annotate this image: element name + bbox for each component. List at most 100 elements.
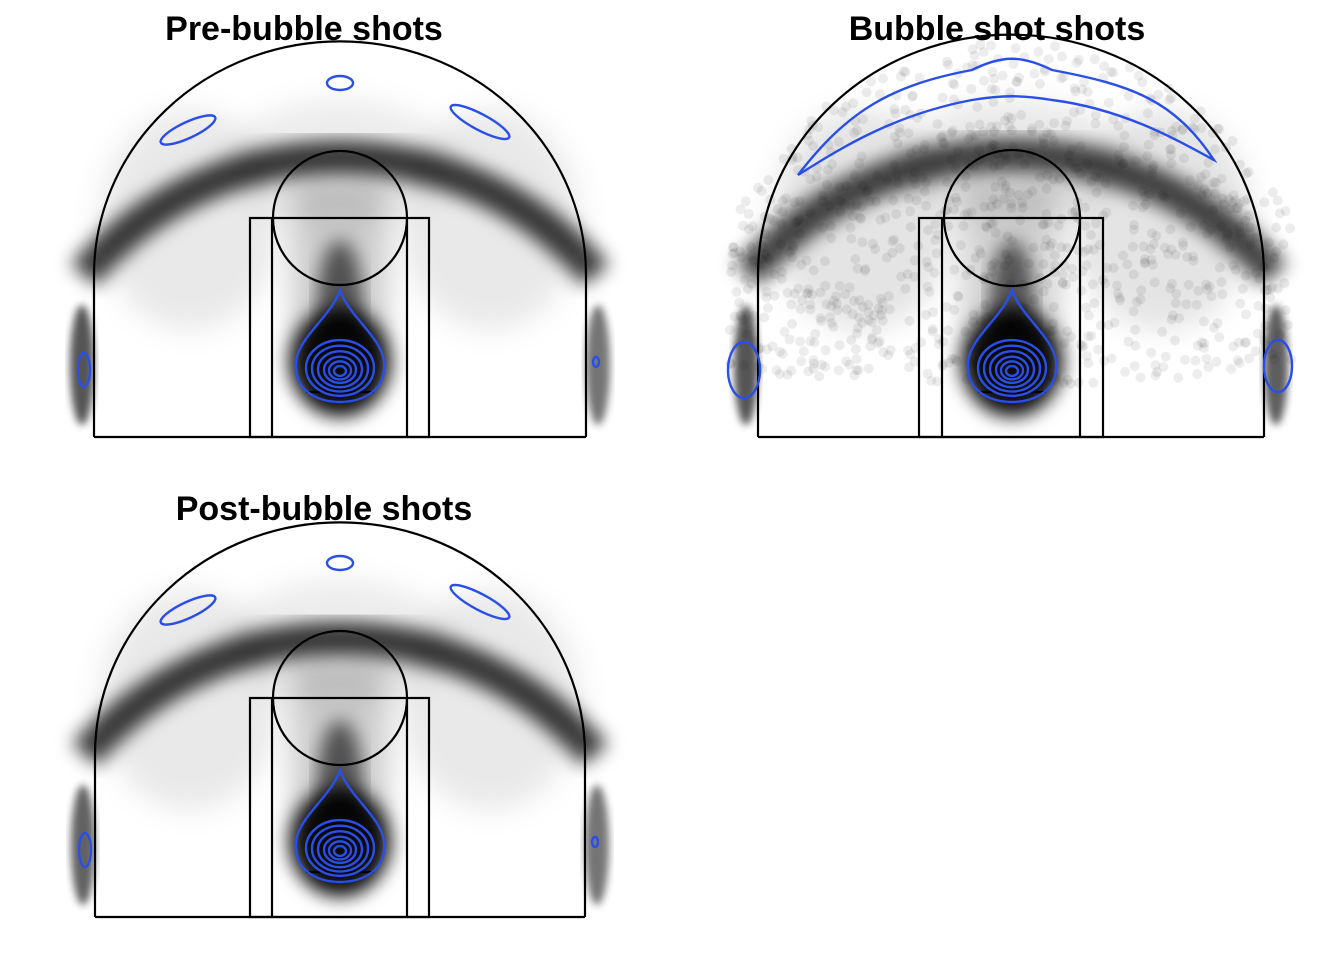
- shot-point: [1083, 331, 1094, 342]
- density-mid-range: [230, 580, 450, 700]
- shot-point: [1240, 215, 1251, 226]
- shot-point: [1073, 245, 1084, 256]
- shot-point: [1170, 335, 1180, 346]
- shot-point: [1234, 358, 1245, 368]
- shot-point: [759, 249, 770, 260]
- shot-point: [1002, 231, 1013, 242]
- shot-point: [1043, 218, 1054, 228]
- shot-point: [1064, 157, 1075, 168]
- shot-point: [809, 358, 819, 369]
- shot-point: [988, 194, 999, 205]
- shot-point: [1177, 237, 1188, 248]
- shot-point: [1224, 242, 1235, 253]
- shot-point: [877, 297, 888, 308]
- contour-rim-ring: [310, 824, 370, 873]
- shot-point: [1239, 196, 1250, 207]
- shot-point: [1211, 177, 1221, 188]
- shot-point: [907, 91, 918, 102]
- shot-point: [1057, 277, 1068, 288]
- shot-point: [1062, 326, 1073, 337]
- shot-point: [1058, 377, 1069, 388]
- shot-point: [834, 281, 845, 291]
- shot-point: [1062, 242, 1073, 253]
- shot-point: [953, 146, 964, 157]
- shot-point: [1006, 198, 1017, 209]
- shot-point: [769, 269, 780, 280]
- shot-point: [1123, 336, 1134, 347]
- shot-point: [1006, 113, 1017, 124]
- shot-point: [988, 97, 999, 107]
- shot-point: [1171, 121, 1182, 132]
- shot-point: [803, 366, 814, 377]
- shot-point: [1274, 208, 1285, 219]
- shot-point: [900, 67, 911, 78]
- shot-point: [1100, 278, 1111, 289]
- shot-point: [1043, 54, 1054, 64]
- shot-point: [1251, 267, 1261, 278]
- shot-point: [1137, 186, 1148, 197]
- shot-point: [761, 252, 772, 263]
- shot-point: [1278, 239, 1289, 250]
- density-left-corner-three: [71, 785, 95, 905]
- shot-point: [985, 218, 996, 229]
- shot-point: [923, 262, 934, 273]
- shot-point: [1089, 54, 1100, 65]
- shot-point: [1149, 277, 1160, 288]
- shot-point: [1083, 244, 1094, 255]
- shot-point: [747, 221, 758, 232]
- shot-point: [1280, 305, 1291, 316]
- shot-point: [999, 115, 1010, 126]
- shot-point: [1068, 272, 1079, 283]
- panel-title: Post-bubble shots: [176, 490, 473, 528]
- shot-point: [742, 329, 752, 340]
- shot-point: [1038, 133, 1049, 144]
- shot-point: [1188, 255, 1199, 266]
- shot-point: [1045, 241, 1056, 252]
- shot-point: [726, 267, 737, 277]
- shot-point: [1082, 158, 1093, 169]
- shot-point: [1159, 192, 1170, 203]
- shot-point: [1257, 261, 1268, 272]
- shot-point: [1274, 329, 1285, 340]
- shot-point: [974, 244, 985, 255]
- shot-point: [951, 356, 962, 367]
- shot-point: [1130, 340, 1141, 351]
- outer-paint: [248, 216, 431, 439]
- shot-point: [980, 221, 991, 232]
- shot-point: [946, 354, 957, 365]
- shot-point: [821, 299, 832, 310]
- shot-point: [1166, 92, 1177, 103]
- shot-point: [1057, 278, 1068, 289]
- shot-point: [1225, 203, 1235, 214]
- shot-point: [1070, 86, 1081, 97]
- shot-point: [903, 128, 914, 139]
- shot-point: [1233, 198, 1244, 209]
- shot-point: [1029, 339, 1040, 350]
- shot-point: [905, 222, 916, 233]
- shot-point: [731, 287, 742, 297]
- shot-point: [854, 312, 865, 323]
- shot-point: [1027, 186, 1038, 197]
- shot-point: [1151, 230, 1162, 241]
- shot-point: [1250, 346, 1261, 357]
- shot-point: [1148, 239, 1159, 249]
- shot-point: [775, 346, 785, 357]
- panel-bubble: Bubble shot shots: [725, 10, 1297, 439]
- shot-point: [1099, 61, 1110, 72]
- shot-point: [991, 121, 1002, 132]
- shot-point: [1210, 188, 1220, 199]
- three-point-arc: [92, 40, 588, 276]
- shot-point: [1105, 66, 1116, 77]
- shot-point: [948, 204, 959, 215]
- shot-point: [1101, 207, 1112, 218]
- shot-point: [820, 361, 831, 372]
- shot-point: [932, 376, 943, 387]
- shot-point: [1241, 168, 1252, 179]
- shot-point: [857, 114, 868, 125]
- shot-point: [950, 163, 961, 174]
- shot-point: [1008, 141, 1019, 152]
- shot-point: [1106, 353, 1117, 364]
- shot-point: [815, 313, 826, 323]
- shot-point: [987, 139, 998, 150]
- shot-point: [1165, 224, 1176, 235]
